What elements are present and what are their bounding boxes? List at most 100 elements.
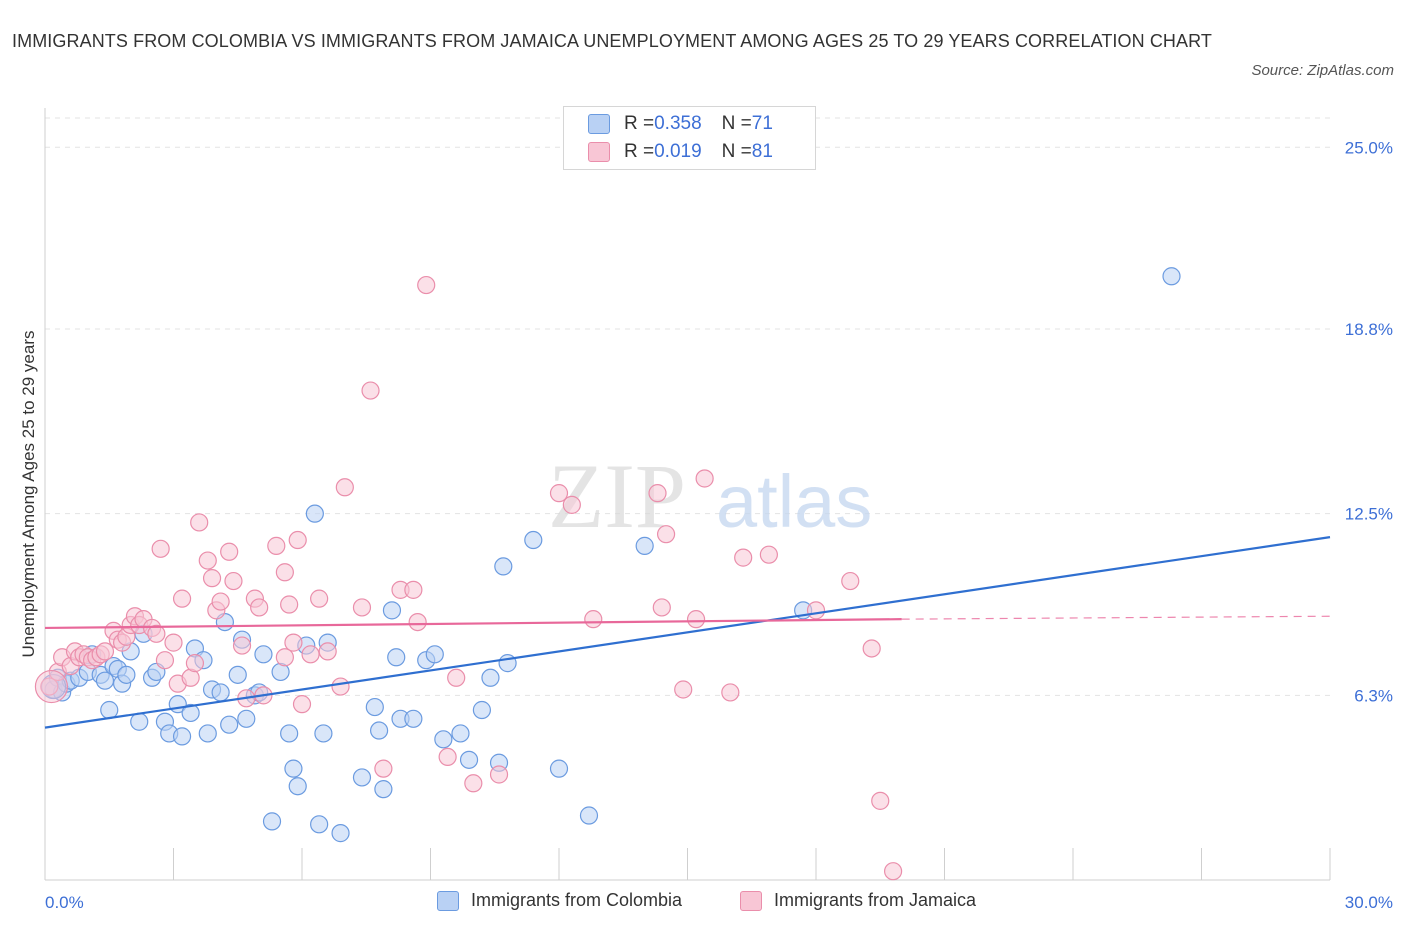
point-colombia [365, 697, 384, 717]
point-jamaica [648, 484, 667, 503]
point-colombia [635, 536, 654, 555]
tick-labels: 6.3% 12.5% 18.8% 25.0% 0.0% 30.0% [45, 138, 1393, 912]
point-colombia [130, 712, 149, 731]
point-colombia [237, 709, 256, 728]
legend-row-jamaica: R = 0.019 N = 81 [588, 139, 773, 165]
point-colombia [288, 777, 307, 796]
point-jamaica [408, 612, 427, 632]
point-jamaica [374, 759, 393, 778]
point-jamaica [404, 580, 423, 599]
point-jamaica [301, 645, 320, 664]
point-colombia [524, 530, 543, 550]
point-jamaica [318, 642, 337, 661]
bottom-legend-swatch-colombia [437, 890, 459, 911]
point-colombia [100, 700, 119, 720]
source-label: Source: ZipAtlas.com [1251, 62, 1394, 79]
point-jamaica [806, 601, 826, 620]
point-jamaica [656, 525, 676, 544]
y-axis-label: Unemployment Among Ages 25 to 29 years [19, 331, 38, 658]
point-jamaica [202, 569, 222, 588]
point-colombia [228, 665, 247, 684]
grid-lines [45, 117, 1330, 696]
y-tick-label: 12.5% [1345, 505, 1393, 524]
point-colombia [181, 703, 200, 723]
point-jamaica [250, 598, 269, 617]
point-jamaica-cluster [34, 669, 69, 704]
point-jamaica [155, 651, 175, 670]
point-jamaica [164, 633, 183, 652]
trend-line-colombia [44, 536, 1331, 729]
point-jamaica [147, 624, 166, 643]
point-colombia [117, 665, 136, 684]
point-jamaica [310, 589, 329, 608]
point-jamaica [335, 478, 354, 497]
point-jamaica [674, 680, 693, 699]
point-colombia [1162, 267, 1181, 286]
bottom-legend-jamaica: Immigrants from Jamaica [740, 890, 976, 911]
point-jamaica [562, 495, 581, 514]
point-jamaica [361, 381, 380, 400]
point-colombia [481, 668, 500, 687]
point-colombia [451, 724, 470, 743]
point-jamaica [95, 642, 115, 661]
point-jamaica [185, 654, 205, 673]
point-colombia [220, 715, 239, 734]
point-colombia [310, 815, 329, 834]
point-jamaica [151, 539, 170, 558]
legend-r-label: R = [624, 141, 655, 162]
point-jamaica [489, 765, 509, 784]
point-jamaica [288, 530, 307, 550]
legend-n-label: N = [721, 113, 752, 134]
point-jamaica [652, 598, 671, 617]
bottom-legend-colombia: Immigrants from Colombia [437, 890, 682, 911]
axes [44, 108, 1331, 881]
point-colombia [472, 700, 491, 720]
point-jamaica [721, 683, 740, 702]
point-colombia [374, 780, 393, 799]
bottom-legend-swatch-jamaica [740, 890, 762, 911]
point-jamaica [549, 484, 569, 503]
point-jamaica [275, 563, 294, 582]
point-jamaica [734, 548, 753, 567]
stats-legend: R = 0.358 N = 71 R = 0.019 N = 81 [563, 106, 816, 170]
point-colombia [198, 724, 217, 743]
point-jamaica [280, 595, 299, 614]
point-jamaica [447, 668, 466, 687]
point-jamaica [686, 610, 706, 629]
point-jamaica [198, 551, 217, 570]
point-colombia [382, 601, 402, 620]
point-jamaica [438, 747, 457, 767]
point-colombia [494, 557, 513, 576]
point-jamaica [417, 275, 436, 295]
point-jamaica [267, 536, 286, 555]
point-colombia [352, 768, 372, 787]
point-colombia [254, 645, 273, 664]
point-colombia [549, 759, 569, 778]
point-jamaica [841, 571, 860, 591]
x-tick-label: 30.0% [1345, 893, 1393, 912]
legend-swatch-colombia [588, 114, 610, 134]
legend-swatch-jamaica [588, 142, 610, 162]
point-jamaica [232, 636, 252, 655]
point-jamaica [862, 639, 881, 658]
point-jamaica [759, 545, 778, 564]
legend-r-value: 0.358 [654, 113, 702, 134]
point-colombia [370, 721, 389, 740]
point-jamaica [284, 633, 303, 652]
point-colombia [387, 648, 406, 667]
point-jamaica [464, 774, 483, 793]
trend-line-jamaica-dashed [901, 615, 1331, 620]
series-jamaica-points [34, 275, 903, 881]
point-colombia [305, 504, 324, 523]
point-jamaica [275, 648, 294, 667]
point-colombia [434, 730, 453, 749]
point-colombia [331, 824, 350, 843]
point-colombia [211, 683, 230, 702]
point-colombia [172, 727, 192, 746]
point-jamaica [220, 542, 239, 561]
point-colombia [262, 812, 282, 831]
point-colombia [314, 724, 333, 743]
bottom-legend-label-colombia: Immigrants from Colombia [471, 890, 683, 910]
legend-r-value: 0.019 [654, 141, 702, 162]
